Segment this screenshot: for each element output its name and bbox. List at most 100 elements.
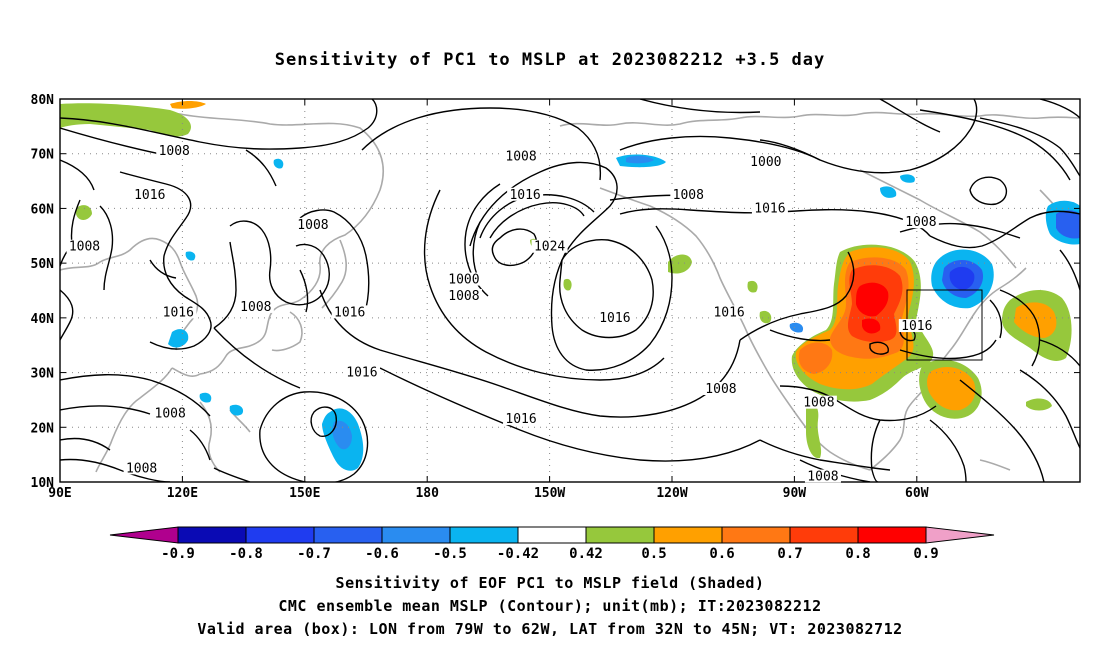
lat-tick-label: 10N [31, 476, 55, 491]
contour-label: 1016 [346, 366, 377, 381]
colorbar-swatch [585, 526, 655, 544]
contour-label: 1008 [807, 470, 838, 485]
contour-label: 1016 [505, 412, 536, 427]
contour-label: 1008 [240, 300, 271, 315]
contour-labels: 1008 1016 1008 1008 1016 1008 1016 1016 1008 1008… [66, 143, 939, 485]
sensitivity-shading [60, 101, 1080, 471]
colorbar-swatch [857, 526, 927, 544]
colorbar-swatch [789, 526, 859, 544]
colorbar-label: -0.42 [497, 546, 539, 562]
contour-label-bg [702, 381, 739, 395]
lat-tick-label: 80N [31, 93, 55, 108]
contour-label: 1008 [69, 240, 100, 255]
contour-label: 1008 [705, 382, 736, 397]
contour-label: 1016 [599, 311, 630, 326]
colorbar-swatch [381, 526, 451, 544]
contour-label: 1016 [334, 305, 365, 320]
contour-label-bg [445, 288, 482, 302]
contour-label-bg [160, 305, 197, 319]
colorbar-label: -0.8 [229, 546, 263, 562]
lat-tick-label: 40N [31, 312, 55, 327]
contour-label-bg [156, 143, 193, 157]
contour-label: 1008 [673, 188, 704, 203]
colorbar: -0.9 -0.8 -0.7 -0.6 -0.5 -0.42 0.42 0.5 0.6 0.7 0.… [109, 526, 995, 562]
contour-label-bg [503, 149, 540, 163]
lon-tick-label: 120E [167, 486, 198, 501]
colorbar-swatch [653, 526, 723, 544]
lat-tick-label: 50N [31, 257, 55, 272]
colorbar-under-triangle [109, 526, 179, 544]
colorbar-swatch [245, 526, 315, 544]
contour-label: 1008 [505, 149, 536, 164]
contour-label: 1008 [905, 215, 936, 230]
contour-label: 1016 [509, 188, 540, 203]
contour-label-bg [596, 310, 633, 324]
contour-label-bg [711, 305, 748, 319]
contour-label-bg [66, 239, 103, 253]
contour-label: 1016 [901, 319, 932, 334]
contour-label-bg [898, 319, 935, 333]
contour-label-bg [902, 215, 939, 229]
colorbar-swatch [721, 526, 791, 544]
lon-tick-label: 60W [905, 486, 929, 501]
caption-valid-area: Valid area (box): LON from 79W to 62W, L… [197, 620, 903, 638]
contour-label: 1016 [754, 201, 785, 216]
lon-tick-label: 90E [48, 486, 71, 501]
contour-label: 1008 [297, 218, 328, 233]
contour-label-bg [531, 239, 568, 253]
contour-label: 1016 [134, 188, 165, 203]
contour-label-bg [503, 412, 540, 426]
lat-tick-label: 30N [31, 367, 55, 382]
colorbar-label: 0.42 [569, 546, 603, 562]
colorbar-label: -0.6 [365, 546, 399, 562]
contour-label: 1024 [534, 240, 565, 255]
lon-tick-label: 150E [289, 486, 320, 501]
contour-label: 1008 [803, 396, 834, 411]
colorbar-swatch [449, 526, 519, 544]
colorbar-swatch [517, 526, 587, 544]
contour-label-bg [294, 217, 331, 231]
colorbar-over-triangle [925, 526, 995, 544]
mslp-contours [60, 99, 1080, 482]
contour-label: 1016 [713, 305, 744, 320]
lon-tick-label: 90W [783, 486, 807, 501]
contour-label: 1000 [448, 273, 479, 288]
lon-tick-label: 150W [534, 486, 565, 501]
contour-label-bg [123, 461, 160, 475]
contour-label: 1016 [163, 305, 194, 320]
colorbar-label: -0.9 [161, 546, 195, 562]
lon-tick-label: 180 [415, 486, 439, 501]
contour-label: 1008 [155, 407, 186, 422]
colorbar-label: 0.6 [709, 546, 734, 562]
contour-label-bg [343, 365, 380, 379]
caption-contour: CMC ensemble mean MSLP (Contour); unit(m… [278, 597, 822, 615]
contour-label-bg [331, 305, 368, 319]
contour-label-bg [804, 469, 841, 483]
colorbar-swatch [313, 526, 383, 544]
lat-tick-label: 70N [31, 148, 55, 163]
colorbar-swatch [177, 526, 247, 544]
contour-label-bg [747, 154, 784, 168]
contour-label-bg [751, 201, 788, 215]
contour-label: 1008 [159, 144, 190, 159]
lon-tick-label: 120W [656, 486, 687, 501]
colorbar-label: -0.5 [433, 546, 467, 562]
contour-label: 1008 [126, 461, 157, 476]
colorbar-label: 0.5 [641, 546, 666, 562]
colorbar-label: 0.9 [913, 546, 938, 562]
lat-tick-label: 60N [31, 202, 55, 217]
map-title: Sensitivity of PC1 to MSLP at 2023082212… [274, 50, 826, 70]
contour-label-bg [445, 272, 482, 286]
contour-label-bg [131, 187, 168, 201]
contour-label: 1008 [448, 289, 479, 304]
contour-label-bg [507, 187, 544, 201]
lat-tick-label: 20N [31, 421, 55, 436]
colorbar-label: -0.7 [297, 546, 331, 562]
colorbar-label: 0.7 [777, 546, 802, 562]
contour-label-bg [237, 299, 274, 313]
contour-label-bg [152, 406, 189, 420]
contour-label-bg [670, 187, 707, 201]
contour-label-bg [800, 395, 837, 409]
